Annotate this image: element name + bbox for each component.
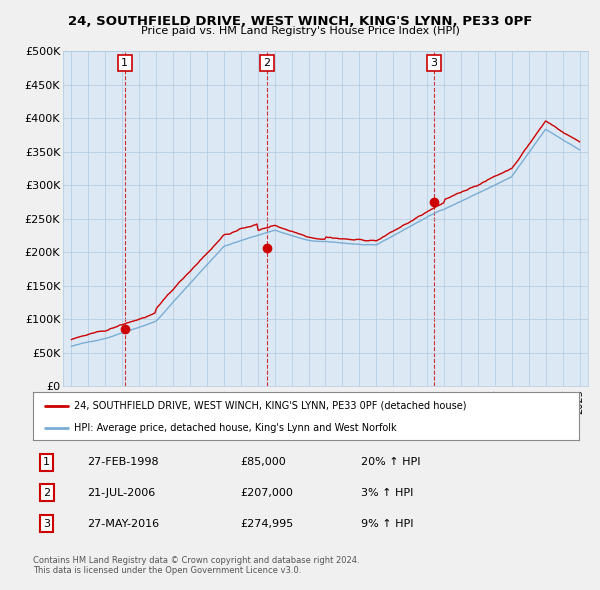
Text: £274,995: £274,995: [241, 519, 294, 529]
Text: Contains HM Land Registry data © Crown copyright and database right 2024.: Contains HM Land Registry data © Crown c…: [33, 556, 359, 565]
Text: £207,000: £207,000: [241, 488, 293, 497]
Text: 21-JUL-2006: 21-JUL-2006: [88, 488, 156, 497]
Text: 27-FEB-1998: 27-FEB-1998: [88, 457, 159, 467]
Text: 1: 1: [43, 457, 50, 467]
Text: 27-MAY-2016: 27-MAY-2016: [88, 519, 160, 529]
Text: Price paid vs. HM Land Registry's House Price Index (HPI): Price paid vs. HM Land Registry's House …: [140, 26, 460, 36]
Text: 2: 2: [43, 488, 50, 497]
Text: £85,000: £85,000: [241, 457, 286, 467]
Text: HPI: Average price, detached house, King's Lynn and West Norfolk: HPI: Average price, detached house, King…: [74, 423, 397, 432]
Text: This data is licensed under the Open Government Licence v3.0.: This data is licensed under the Open Gov…: [33, 566, 301, 575]
Text: 3% ↑ HPI: 3% ↑ HPI: [361, 488, 413, 497]
Text: 1: 1: [121, 58, 128, 68]
Text: 9% ↑ HPI: 9% ↑ HPI: [361, 519, 413, 529]
Text: 3: 3: [430, 58, 437, 68]
Text: 24, SOUTHFIELD DRIVE, WEST WINCH, KING'S LYNN, PE33 0PF (detached house): 24, SOUTHFIELD DRIVE, WEST WINCH, KING'S…: [74, 401, 466, 411]
Text: 20% ↑ HPI: 20% ↑ HPI: [361, 457, 420, 467]
Text: 3: 3: [43, 519, 50, 529]
Text: 24, SOUTHFIELD DRIVE, WEST WINCH, KING'S LYNN, PE33 0PF: 24, SOUTHFIELD DRIVE, WEST WINCH, KING'S…: [68, 15, 532, 28]
Text: 2: 2: [263, 58, 271, 68]
